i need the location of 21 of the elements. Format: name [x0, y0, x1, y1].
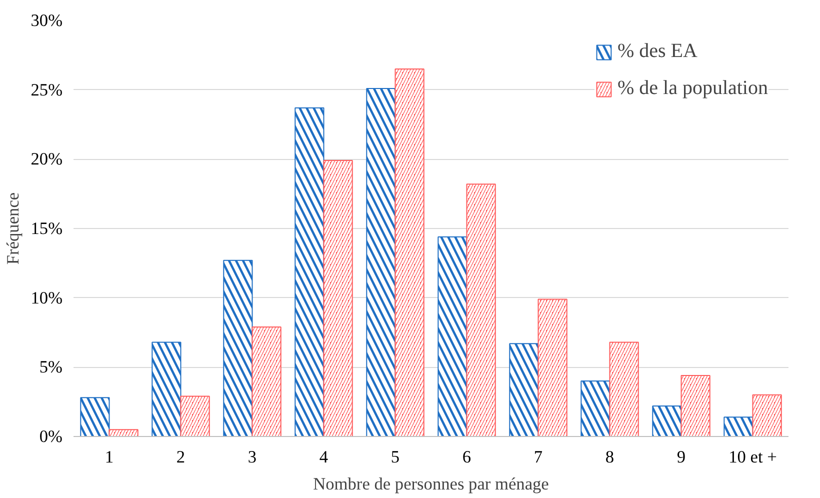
y-tick-label: 10% [30, 288, 63, 308]
x-tick-label: 5 [390, 448, 400, 466]
x-tick-label: 4 [319, 448, 328, 466]
y-tick-label: 20% [30, 150, 63, 169]
y-tick-label: 5% [39, 358, 63, 377]
y-tick-label: 15% [30, 219, 63, 238]
y-axis-title: Fréquence [4, 192, 23, 265]
legend-label: % de la population [617, 77, 768, 100]
legend-label: % des EA [617, 40, 698, 63]
x-tick-label: 6 [462, 448, 472, 466]
x-tick-label: 1 [104, 448, 114, 466]
y-tick-label: 30% [30, 11, 63, 30]
y-tick-label: 0% [39, 427, 63, 446]
x-tick-label: 7 [534, 448, 543, 466]
y-tick-label: 25% [30, 80, 63, 100]
x-tick-label: 3 [248, 448, 257, 466]
x-tick-label: 2 [176, 448, 186, 466]
x-tick-label: 9 [676, 448, 686, 466]
x-tick-label: 8 [605, 448, 614, 466]
x-axis-title: Nombre de personnes par ménage [313, 474, 550, 494]
x-tick-label: 10 et + [728, 448, 777, 466]
